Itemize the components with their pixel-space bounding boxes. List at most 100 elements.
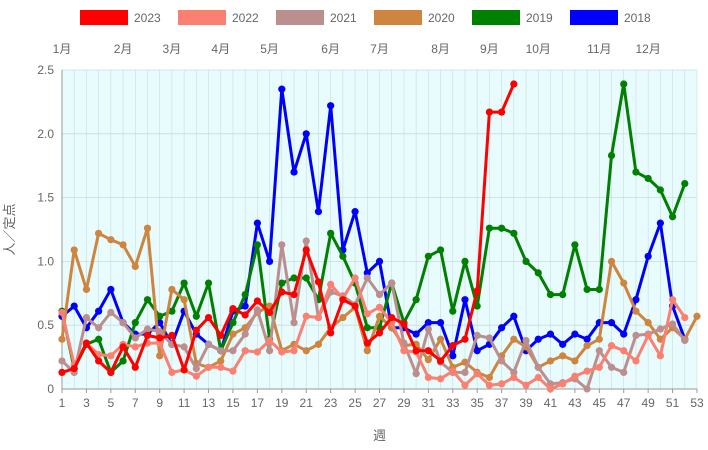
- data-point: [485, 373, 494, 382]
- data-point: [375, 303, 384, 311]
- data-point: [180, 296, 188, 304]
- data-point: [314, 313, 323, 322]
- data-point: [510, 335, 518, 343]
- data-point: [461, 257, 469, 265]
- data-point: [82, 339, 91, 347]
- data-point: [229, 347, 237, 355]
- data-point: [156, 334, 164, 342]
- x-tick-label: 15: [226, 396, 240, 410]
- legend-swatch: [570, 10, 618, 25]
- data-point: [546, 385, 555, 393]
- data-point: [424, 347, 432, 355]
- data-point: [253, 241, 261, 249]
- legend-item-2019[interactable]: 2019: [472, 10, 553, 25]
- data-point: [229, 330, 237, 338]
- month-label: 8月: [431, 42, 450, 56]
- data-point: [131, 262, 139, 271]
- data-point: [58, 357, 66, 365]
- legend-item-2018[interactable]: 2018: [570, 10, 651, 25]
- data-point: [156, 352, 164, 360]
- data-point: [278, 85, 286, 93]
- data-point: [681, 313, 689, 322]
- data-point: [351, 302, 359, 310]
- data-point: [595, 363, 603, 371]
- data-point: [265, 308, 274, 317]
- data-point: [583, 335, 591, 343]
- data-point: [217, 331, 225, 340]
- data-point: [498, 108, 506, 116]
- x-tick-label: 17: [251, 396, 265, 410]
- data-point: [424, 325, 432, 333]
- data-point: [290, 274, 298, 282]
- data-point: [534, 335, 542, 343]
- data-point: [143, 224, 152, 232]
- data-point: [632, 331, 640, 340]
- data-point: [620, 80, 628, 88]
- data-point: [290, 168, 298, 176]
- data-point: [449, 307, 457, 315]
- legend-label: 2018: [624, 11, 651, 25]
- data-point: [473, 331, 481, 340]
- x-tick-label: 9: [156, 396, 163, 410]
- legend[interactable]: 2023 2022 2021 2020 2019 2018: [80, 10, 651, 25]
- data-point: [400, 347, 408, 355]
- data-point: [583, 367, 591, 375]
- data-point: [107, 285, 115, 294]
- axes: 1 3 5 7 9 11 13 15 17 19 21 23 25 27 29 31 33 35 37 39 41 43 4…: [37, 63, 704, 410]
- data-point: [58, 368, 66, 377]
- data-point: [253, 306, 261, 314]
- legend-label: 2020: [428, 11, 455, 25]
- month-label: 2月: [114, 42, 133, 56]
- data-point: [632, 307, 640, 315]
- data-point: [436, 246, 445, 254]
- data-point: [485, 381, 494, 389]
- legend-label: 2022: [232, 11, 259, 25]
- legend-label: 2019: [526, 11, 553, 25]
- data-point: [302, 130, 310, 138]
- data-point: [632, 357, 640, 365]
- legend-swatch: [276, 10, 324, 25]
- legend-item-2021[interactable]: 2021: [276, 10, 357, 25]
- data-point: [217, 363, 225, 371]
- data-point: [363, 274, 371, 282]
- data-point: [302, 274, 310, 282]
- data-point: [290, 347, 298, 355]
- data-point: [632, 168, 640, 176]
- data-point: [485, 108, 494, 116]
- data-point: [644, 252, 652, 260]
- data-point: [632, 296, 640, 304]
- data-point: [534, 269, 542, 277]
- data-point: [461, 381, 469, 389]
- series-line-2019: [60, 82, 687, 374]
- legend-item-2022[interactable]: 2022: [178, 10, 259, 25]
- data-point: [571, 372, 579, 380]
- x-tick-label: 49: [641, 396, 655, 410]
- data-point: [473, 370, 481, 378]
- x-tick-label: 39: [519, 396, 533, 410]
- data-point: [192, 372, 200, 380]
- x-tick-label: 43: [568, 396, 582, 410]
- data-point: [302, 237, 310, 245]
- data-point: [278, 348, 286, 356]
- x-tick-label: 19: [275, 396, 289, 410]
- data-point: [681, 336, 689, 345]
- legend-item-2020[interactable]: 2020: [374, 10, 455, 25]
- x-tick-label: 25: [348, 396, 362, 410]
- series-2019: [58, 80, 689, 377]
- data-point: [693, 312, 701, 320]
- data-point: [82, 313, 91, 322]
- data-point: [241, 311, 249, 319]
- data-point: [229, 305, 237, 313]
- data-point: [278, 279, 286, 287]
- series-line-2022: [60, 276, 687, 391]
- data-point: [400, 320, 408, 328]
- data-point: [327, 229, 335, 237]
- data-point: [168, 331, 176, 340]
- data-point: [82, 285, 91, 294]
- data-point: [204, 340, 213, 348]
- data-point: [192, 312, 200, 320]
- data-point: [119, 343, 127, 351]
- data-point: [559, 352, 567, 360]
- legend-item-2023[interactable]: 2023: [80, 10, 161, 25]
